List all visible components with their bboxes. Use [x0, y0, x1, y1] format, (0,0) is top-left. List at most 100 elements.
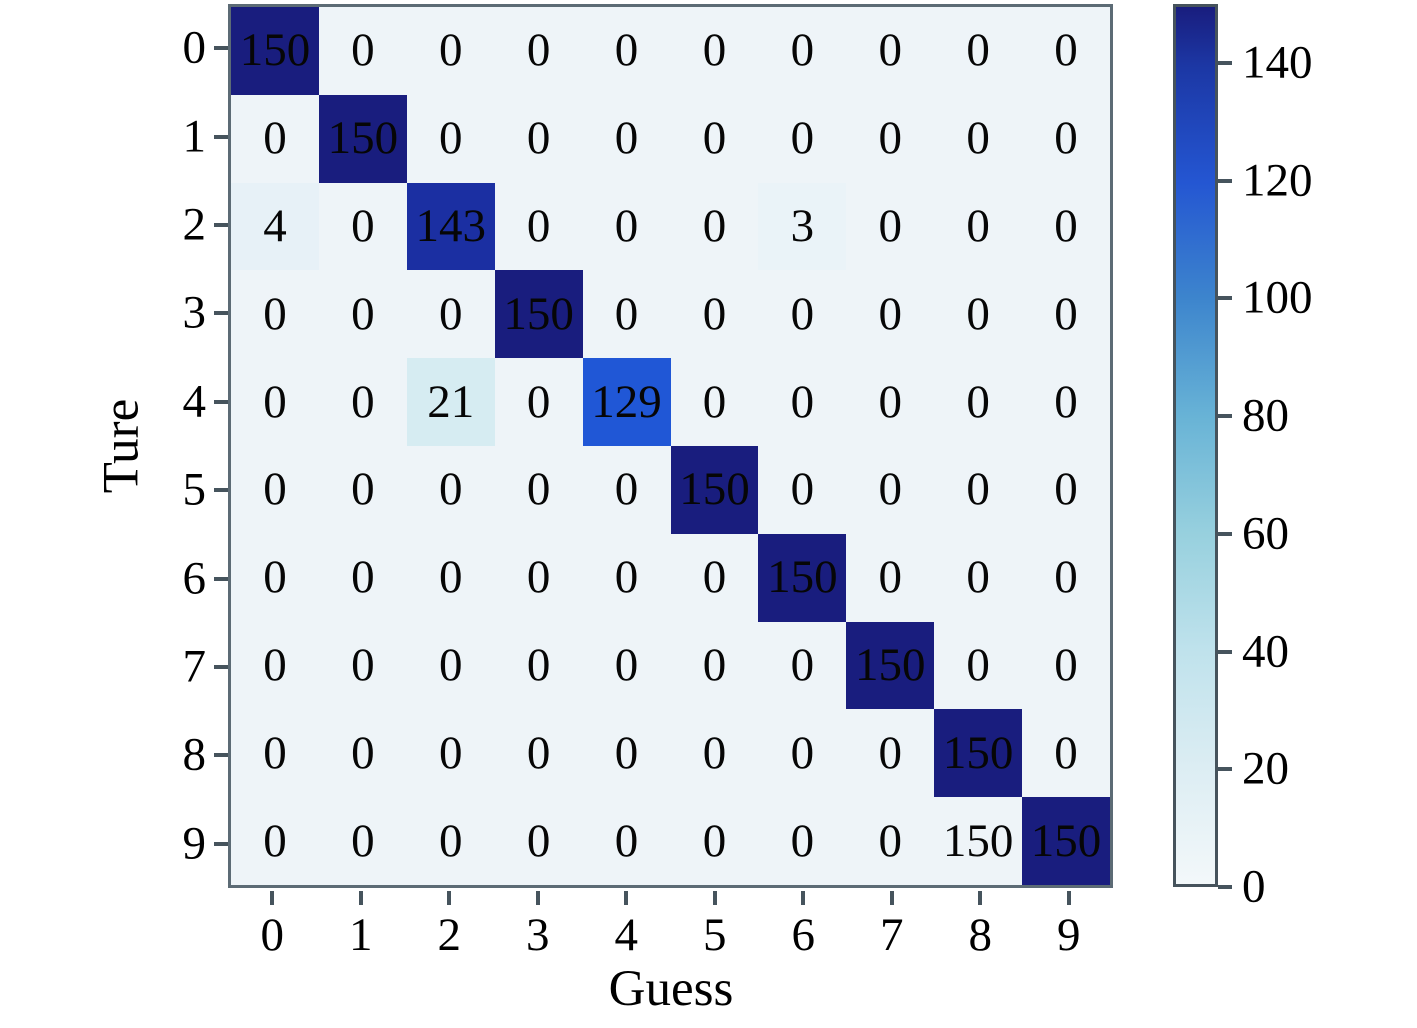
x-tick-label: 1	[349, 909, 373, 961]
matrix-cell: 0	[1022, 270, 1110, 359]
matrix-cell: 0	[318, 797, 407, 885]
matrix-cell: 0	[670, 533, 759, 622]
x-tick-mark	[358, 891, 363, 905]
matrix-cell: 0	[582, 533, 671, 622]
matrix-cell: 0	[670, 709, 759, 798]
y-tick-mark	[214, 46, 228, 51]
matrix-cell: 0	[670, 182, 759, 271]
matrix-cell: 0	[670, 621, 759, 710]
colorbar-tick-mark	[1218, 296, 1232, 301]
matrix-cell: 150	[758, 533, 847, 622]
matrix-cell: 0	[846, 446, 935, 534]
matrix-cell: 0	[406, 7, 495, 95]
matrix-cell: 0	[582, 446, 671, 534]
matrix-cell: 0	[318, 182, 407, 271]
y-tick-label: 5	[182, 463, 207, 516]
matrix-cell: 0	[1022, 358, 1110, 446]
matrix-cell: 0	[670, 270, 759, 359]
matrix-cell: 0	[758, 621, 847, 710]
y-tick-label: 1	[182, 110, 207, 163]
x-tick-mark	[889, 891, 894, 905]
matrix-cell: 0	[846, 358, 935, 446]
x-tick-mark	[712, 891, 717, 905]
y-tick-label: 6	[182, 552, 207, 605]
x-tick-label: 3	[526, 909, 550, 961]
x-tick-label: 7	[880, 909, 904, 961]
colorbar-tick-label: 60	[1242, 507, 1289, 560]
matrix-cell: 0	[231, 533, 319, 622]
matrix-cell: 0	[758, 94, 847, 183]
matrix-cell: 0	[670, 94, 759, 183]
colorbar-tick-label: 40	[1242, 625, 1289, 678]
matrix-cell: 0	[494, 621, 583, 710]
matrix-cell: 0	[758, 797, 847, 885]
matrix-cell: 0	[934, 446, 1023, 534]
x-tick-mark	[978, 891, 983, 905]
y-tick-label: 8	[182, 728, 207, 781]
matrix-cell: 0	[318, 621, 407, 710]
x-tick-mark	[624, 891, 629, 905]
matrix-cell: 0	[318, 7, 407, 95]
matrix-cell: 0	[318, 270, 407, 359]
matrix-cell: 0	[1022, 182, 1110, 271]
matrix-cell: 0	[494, 7, 583, 95]
matrix-cell: 0	[670, 7, 759, 95]
matrix-cell: 0	[934, 182, 1023, 271]
matrix-cell: 150	[934, 797, 1023, 885]
matrix-cell: 0	[582, 621, 671, 710]
matrix-cell: 150	[318, 94, 407, 183]
matrix-cell: 0	[318, 533, 407, 622]
y-tick-mark	[214, 665, 228, 669]
matrix-cell: 0	[934, 533, 1023, 622]
matrix-cell: 0	[494, 358, 583, 446]
colorbar-tick-label: 120	[1242, 154, 1313, 207]
matrix-cell: 0	[406, 94, 495, 183]
y-tick-mark	[214, 841, 228, 846]
matrix-cell: 143	[406, 182, 495, 271]
matrix-cell: 0	[406, 270, 495, 359]
colorbar-tick-mark	[1218, 885, 1232, 889]
y-tick-label: 3	[182, 286, 207, 339]
matrix-cell: 0	[406, 797, 495, 885]
matrix-cell: 0	[231, 797, 319, 885]
x-tick-label: 2	[437, 909, 462, 961]
matrix-cell: 129	[582, 358, 671, 446]
x-axis-title: Guess	[608, 961, 734, 1017]
y-tick-mark	[214, 134, 228, 139]
y-tick-label: 9	[182, 817, 207, 870]
y-tick-mark	[214, 223, 228, 227]
matrix-cell: 150	[231, 7, 319, 95]
matrix-cell: 0	[406, 709, 495, 798]
matrix-cell: 0	[846, 94, 935, 183]
matrix-cell: 0	[406, 533, 495, 622]
matrix-cell: 0	[846, 7, 935, 95]
matrix-cell: 0	[846, 270, 935, 359]
y-tick-mark	[214, 753, 228, 758]
matrix-cell: 0	[494, 182, 583, 271]
matrix-cell: 0	[934, 621, 1023, 710]
matrix-cell: 0	[934, 7, 1023, 95]
matrix-cell: 0	[758, 270, 847, 359]
x-tick-mark	[1066, 891, 1071, 905]
matrix-cell: 0	[758, 7, 847, 95]
x-tick-label: 0	[260, 909, 285, 961]
x-tick-label: 8	[968, 909, 993, 961]
plot-area: 150 0 0 0 0 0 0 0 0 0 0 150 0 0 0 0 0 0 0 0 4 0 143 0 0 0 3 0 0 0 0 0 0 1…	[228, 4, 1113, 888]
y-tick-label: 0	[182, 21, 207, 74]
matrix-cell: 0	[406, 446, 495, 534]
y-tick-label: 4	[182, 375, 207, 428]
matrix-cell: 0	[231, 94, 319, 183]
colorbar-tick-mark	[1218, 767, 1232, 772]
matrix-cell: 0	[846, 797, 935, 885]
matrix-cell: 0	[582, 270, 671, 359]
matrix-cell: 0	[846, 709, 935, 798]
matrix-cell: 150	[1022, 797, 1110, 885]
matrix-cell: 0	[934, 94, 1023, 183]
colorbar-tick-mark	[1218, 178, 1232, 183]
matrix-cell: 0	[494, 533, 583, 622]
y-tick-mark	[214, 311, 228, 316]
matrix-cell: 0	[231, 709, 319, 798]
matrix-cell: 150	[670, 446, 759, 534]
colorbar-tick-label: 0	[1242, 860, 1266, 913]
